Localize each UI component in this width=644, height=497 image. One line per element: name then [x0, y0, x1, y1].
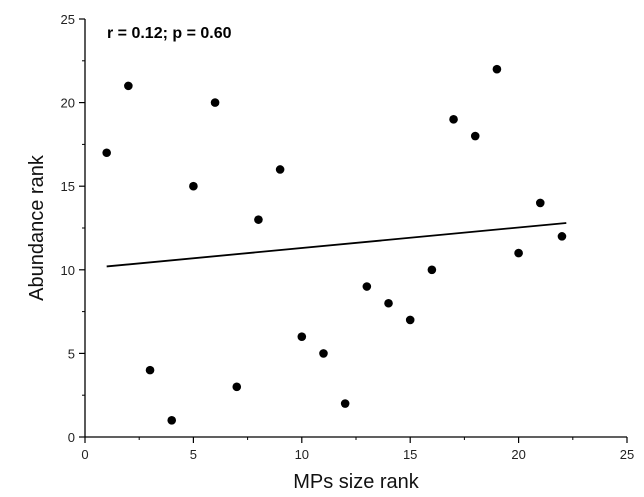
data-point [275, 165, 285, 174]
data-point [470, 131, 480, 141]
data-point [362, 282, 372, 291]
y-tick-label: 0 [68, 430, 75, 445]
x-tick-label: 0 [81, 447, 88, 462]
data-point [340, 399, 350, 408]
x-tick-label: 10 [295, 447, 309, 462]
y-tick-label: 15 [61, 179, 75, 194]
tick-labels: 0 5 10 15 20 25 0 5 10 15 20 25 [61, 12, 635, 462]
data-point [124, 81, 133, 91]
data-point [297, 332, 307, 341]
data-point [167, 415, 177, 425]
data-point [384, 298, 393, 308]
x-axis-title: MPs size rank [293, 471, 420, 493]
data-point [492, 64, 502, 74]
data-point [449, 115, 458, 124]
data-point [232, 382, 242, 392]
data-point [254, 215, 263, 224]
data-point [557, 232, 567, 241]
y-tick-label: 10 [61, 263, 75, 278]
data-point [189, 181, 198, 191]
y-tick-label: 25 [61, 12, 75, 27]
tick-marks [79, 18, 628, 443]
data-point [145, 365, 155, 375]
y-tick-label: 20 [61, 96, 75, 111]
data-point [102, 148, 111, 158]
y-axis-title: Abundance rank [26, 154, 48, 301]
data-point [319, 349, 328, 358]
correlation-annotation: r = 0.12; p = 0.60 [107, 25, 232, 42]
data-point [210, 98, 220, 107]
x-tick-label: 15 [403, 447, 417, 462]
x-tick-label: 20 [511, 447, 525, 462]
data-point [405, 315, 415, 325]
data-point [427, 265, 437, 275]
y-tick-label: 5 [68, 346, 75, 361]
data-points [102, 64, 567, 425]
x-tick-label: 25 [620, 447, 634, 462]
x-tick-label: 5 [190, 447, 197, 462]
data-point [514, 248, 523, 258]
data-point [535, 198, 545, 208]
axes [84, 19, 627, 438]
trend-line [106, 222, 567, 268]
